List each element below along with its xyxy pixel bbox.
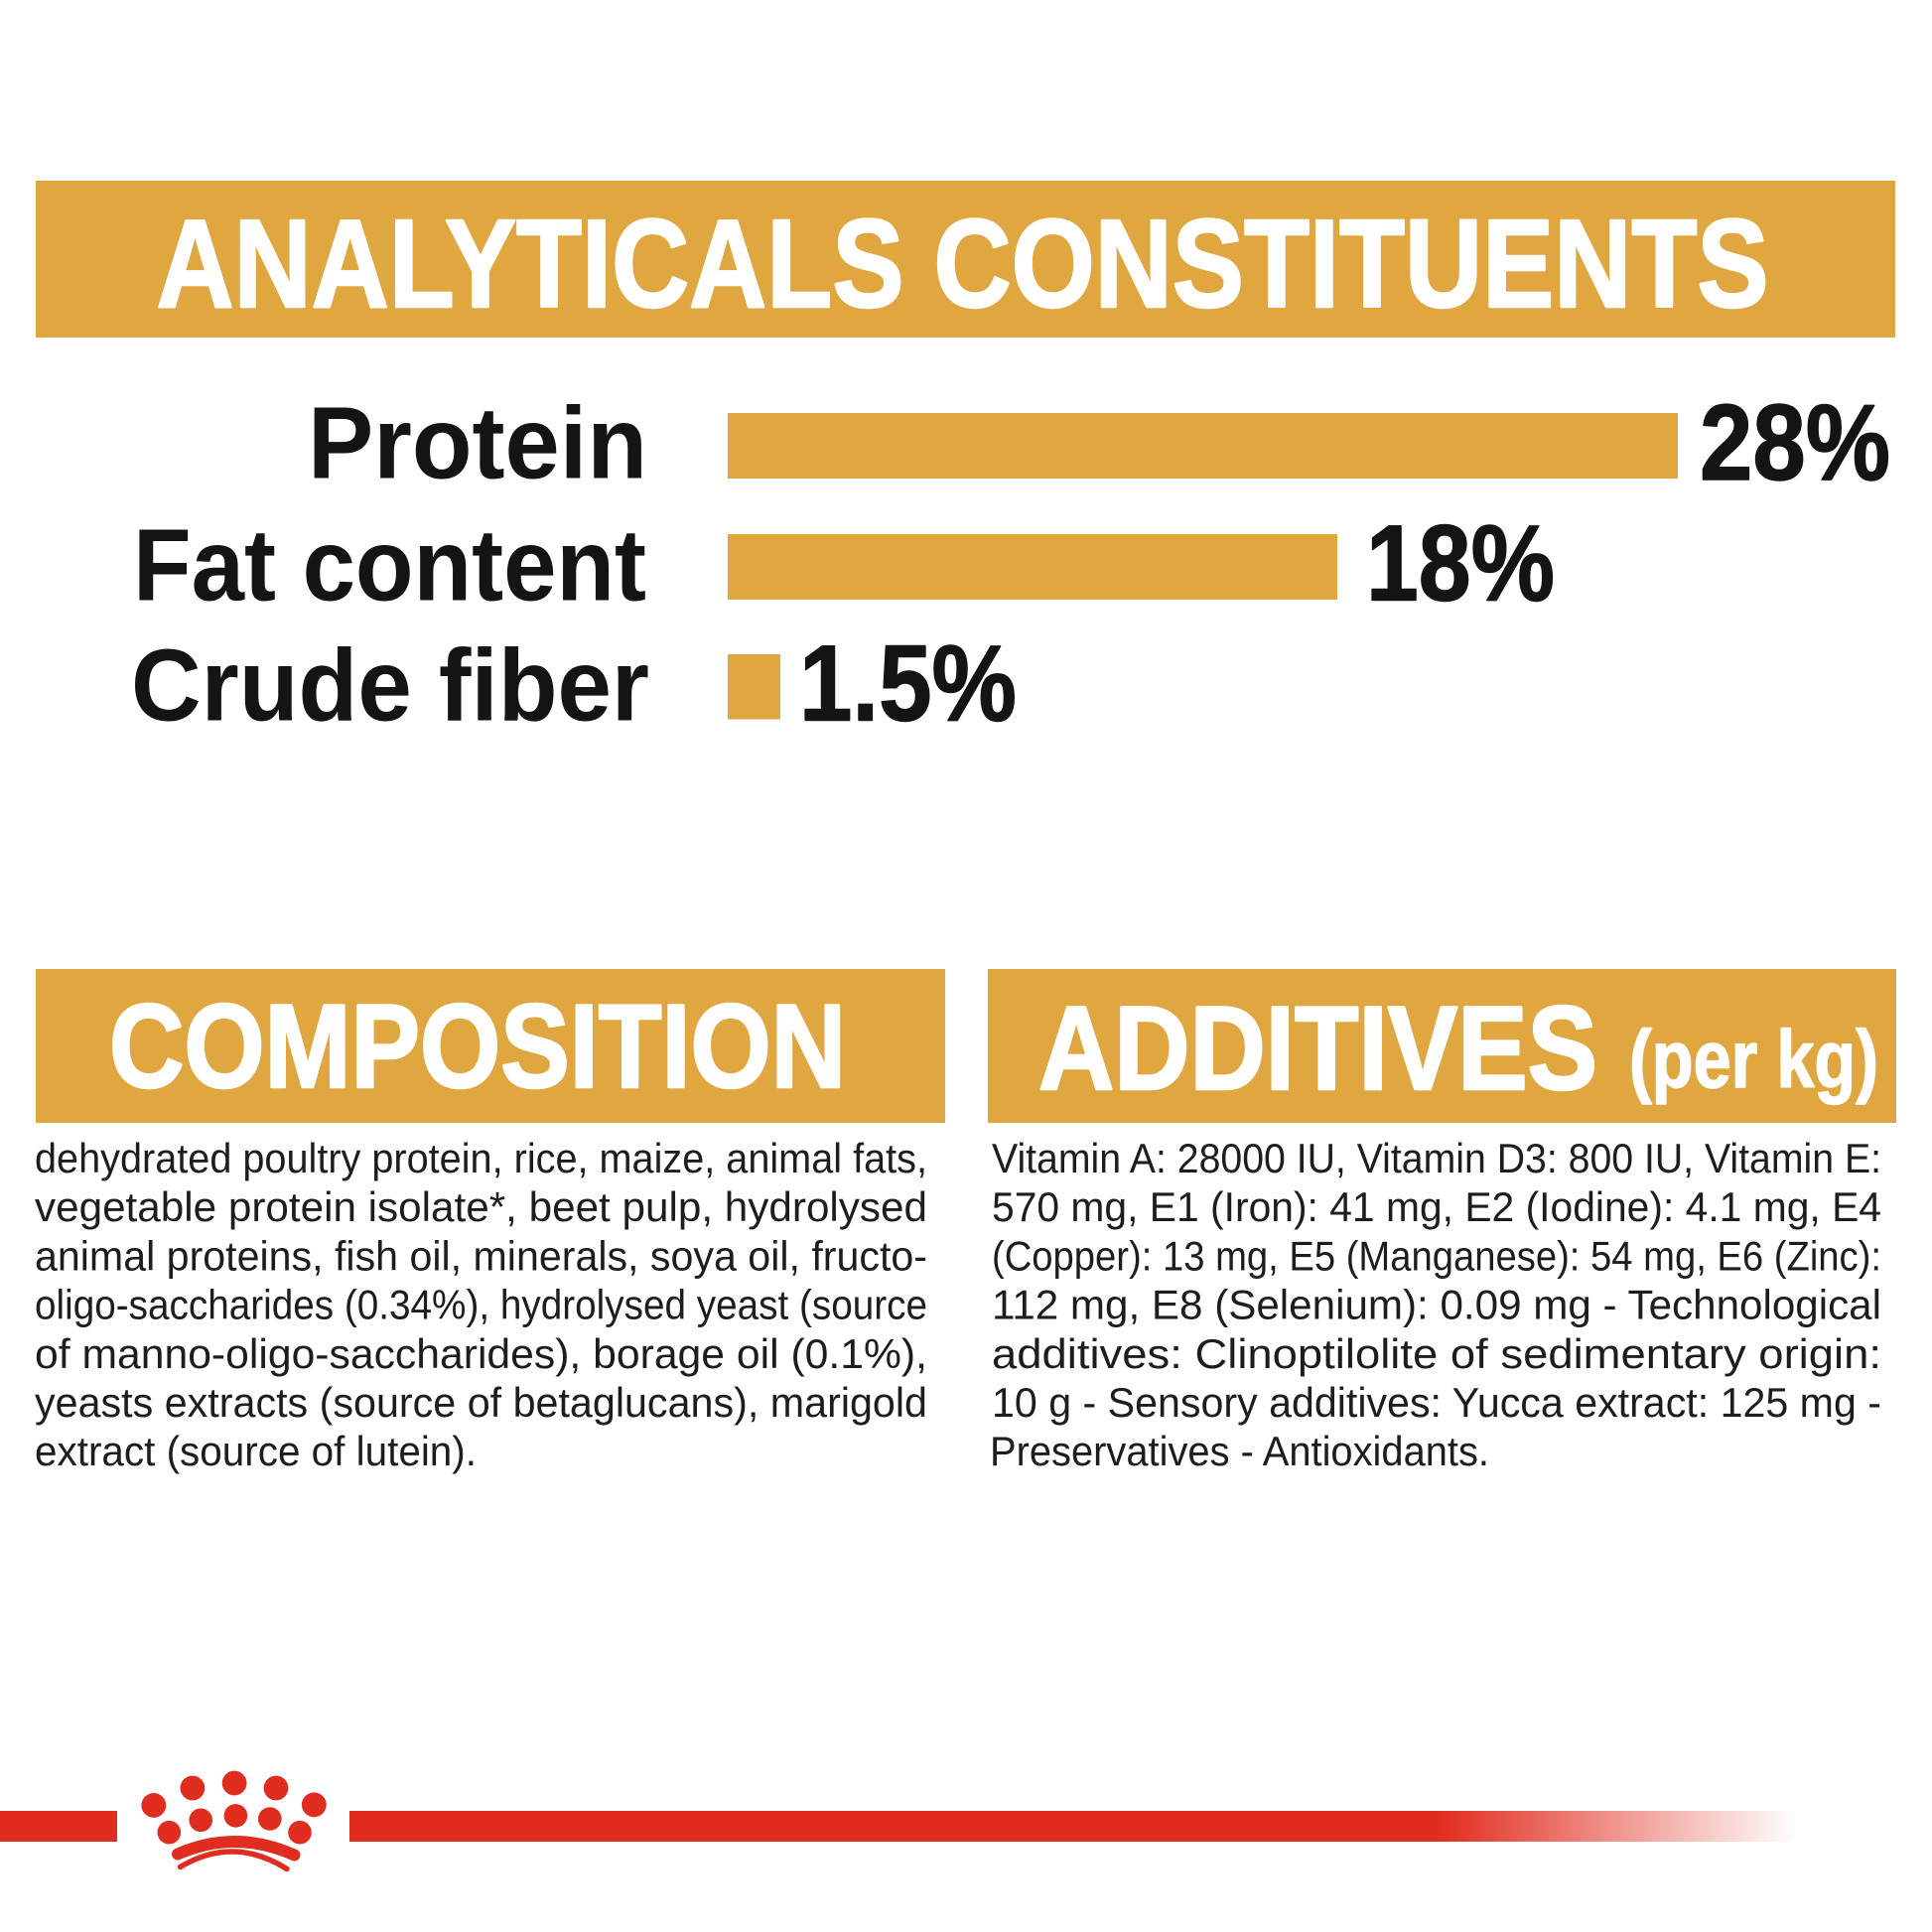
- svg-text:18%: 18%: [1366, 503, 1555, 624]
- svg-text:ADDITIVES: ADDITIVES: [1038, 982, 1597, 1115]
- svg-text:Fat content: Fat content: [133, 508, 646, 622]
- svg-text:28%: 28%: [1700, 382, 1890, 503]
- svg-text:ANALYTICALS CONSTITUENTS: ANALYTICALS CONSTITUENTS: [157, 194, 1769, 334]
- svg-text:yeasts extracts (source of bet: yeasts extracts (source of betaglucans),…: [35, 1379, 927, 1426]
- svg-text:(Copper): 13 mg, E5 (Manganese: (Copper): 13 mg, E5 (Manganese): 54 mg, …: [992, 1232, 1881, 1279]
- svg-text:vegetable protein isolate*, be: vegetable protein isolate*, beet pulp, h…: [35, 1183, 927, 1230]
- svg-text:Vitamin A: 28000 IU, Vitamin D: Vitamin A: 28000 IU, Vitamin D3: 800 IU,…: [992, 1135, 1881, 1181]
- svg-text:of manno-oligo-saccharides), b: of manno-oligo-saccharides), borage oil …: [35, 1330, 927, 1377]
- svg-text:animal proteins, fish oil, min: animal proteins, fish oil, minerals, soy…: [35, 1232, 927, 1279]
- svg-text:extract (source of lutein).: extract (source of lutein).: [35, 1428, 477, 1474]
- svg-text:dehydrated poultry protein, ri: dehydrated poultry protein, rice, maize,…: [35, 1135, 927, 1181]
- svg-text:additives: Clinoptilolite of s: additives: Clinoptilolite of sedimentary…: [992, 1330, 1881, 1377]
- svg-text:(per kg): (per kg): [1629, 1015, 1878, 1105]
- svg-text:570 mg, E1 (Iron): 41 mg, E2 (: 570 mg, E1 (Iron): 41 mg, E2 (Iodine): 4…: [992, 1183, 1881, 1230]
- svg-text:Protein: Protein: [308, 386, 647, 500]
- svg-text:Crude fiber: Crude fiber: [131, 628, 649, 743]
- svg-text:10 g - Sensory additives: Yucc: 10 g - Sensory additives: Yucca extract:…: [992, 1379, 1881, 1426]
- svg-text:Preservatives - Antioxidants.: Preservatives - Antioxidants.: [990, 1428, 1489, 1474]
- svg-text:112 mg, E8 (Selenium): 0.09 mg: 112 mg, E8 (Selenium): 0.09 mg - Technol…: [992, 1282, 1881, 1328]
- svg-text:oligo-saccharides (0.34%), hyd: oligo-saccharides (0.34%), hydrolysed ye…: [35, 1282, 927, 1328]
- svg-text:COMPOSITION: COMPOSITION: [109, 980, 846, 1113]
- svg-text:1.5%: 1.5%: [799, 623, 1017, 745]
